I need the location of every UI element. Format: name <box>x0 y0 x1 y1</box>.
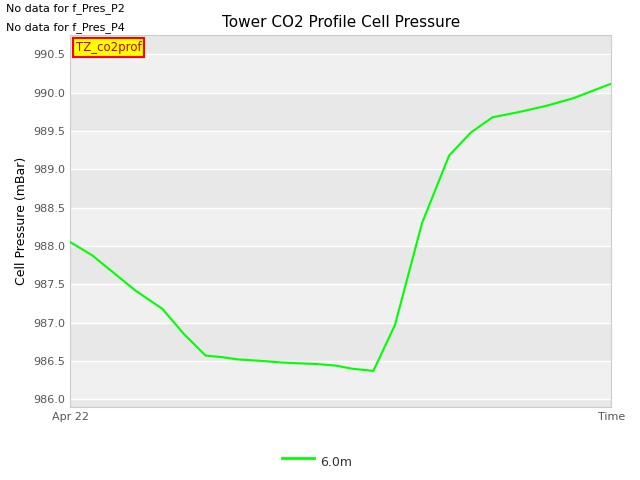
Text: No data for f_Pres_P4: No data for f_Pres_P4 <box>6 23 125 34</box>
Bar <box>70 284 611 323</box>
Text: TZ_co2prof: TZ_co2prof <box>76 41 141 54</box>
Bar <box>70 361 611 399</box>
Y-axis label: Cell Pressure (mBar): Cell Pressure (mBar) <box>15 157 28 285</box>
Bar <box>70 208 611 246</box>
Bar <box>70 131 611 169</box>
Title: Tower CO2 Profile Cell Pressure: Tower CO2 Profile Cell Pressure <box>222 15 460 30</box>
Text: 6.0m: 6.0m <box>320 456 352 469</box>
Text: No data for f_Pres_P2: No data for f_Pres_P2 <box>6 3 125 14</box>
Bar <box>70 55 611 93</box>
